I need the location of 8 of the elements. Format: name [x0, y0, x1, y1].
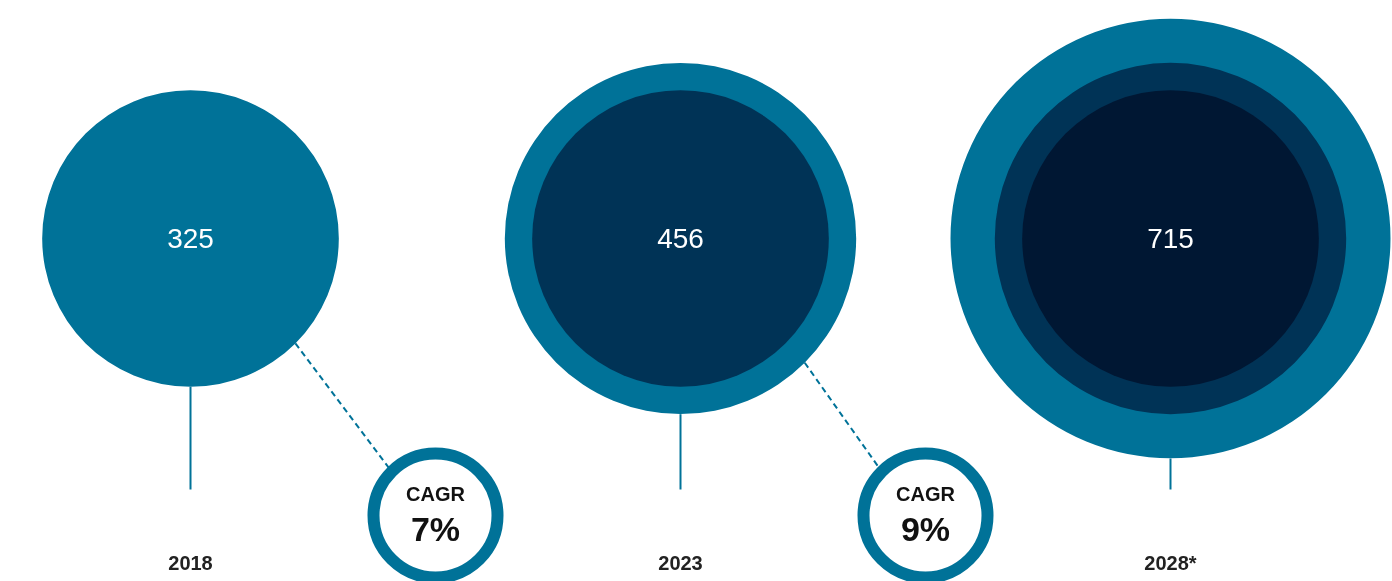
- data-label: 715: [1147, 223, 1194, 254]
- category-label: 2018: [168, 551, 213, 574]
- data-label: 456: [657, 223, 704, 254]
- data-label: 325: [167, 223, 214, 254]
- category-label: 2028*: [1144, 551, 1197, 574]
- text: CAGR 9%: [896, 482, 956, 548]
- category-label: 2023: [658, 551, 703, 574]
- text: CAGR 7%: [406, 482, 466, 548]
